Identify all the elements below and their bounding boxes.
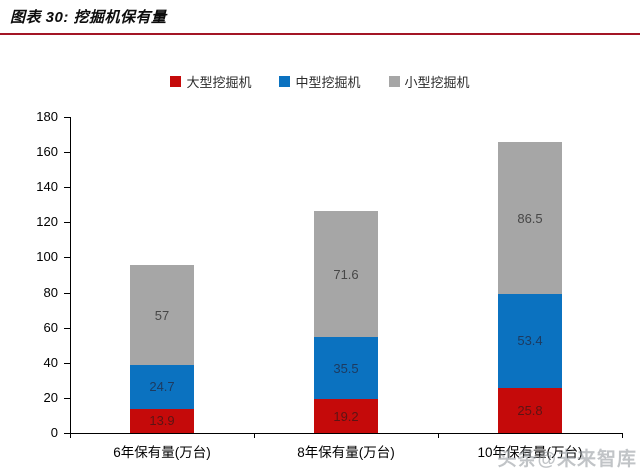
bar-segment: 86.5	[498, 142, 562, 294]
x-axis-category-label: 6年保有量(万台)	[113, 445, 211, 460]
y-axis-tick	[64, 187, 70, 189]
bar-segment-value-label: 25.8	[517, 402, 543, 418]
figure-title: 图表 30: 挖掘机保有量	[10, 9, 167, 26]
y-axis-tick	[64, 292, 70, 294]
y-axis-tick	[64, 117, 70, 118]
bar-segment: 25.8	[498, 387, 562, 433]
bar-segment: 35.5	[314, 336, 378, 400]
y-axis-tick-label: 20	[43, 389, 58, 405]
x-axis-tick	[70, 433, 71, 438]
watermark: 头条@未来智库	[497, 449, 637, 470]
x-axis-tick	[254, 433, 255, 438]
bar-segment-value-label: 86.5	[517, 210, 543, 226]
bar-segment: 24.7	[130, 365, 194, 409]
bar-segment: 57	[130, 265, 194, 366]
legend-swatch	[170, 76, 182, 87]
y-axis-tick-label: 120	[36, 214, 58, 230]
y-axis	[70, 117, 71, 433]
bar-segment-value-label: 35.5	[333, 360, 359, 376]
y-axis-tick-label: 160	[36, 144, 58, 160]
legend-item: 大型挖掘机	[170, 72, 251, 91]
y-axis-tick	[64, 397, 70, 399]
y-axis-tick-label: 180	[36, 109, 58, 124]
bar-segment-value-label: 57	[154, 307, 170, 323]
y-axis-tick-label: 140	[36, 179, 58, 195]
x-axis	[70, 433, 622, 434]
bar-segment-value-label: 53.4	[517, 333, 543, 349]
y-axis-tick	[64, 362, 70, 364]
legend-label: 中型挖掘机	[295, 75, 361, 90]
legend-swatch	[279, 76, 291, 87]
y-axis-tick	[64, 152, 70, 154]
x-axis-tick	[438, 433, 439, 438]
y-axis-tick	[64, 222, 70, 224]
legend-swatch	[388, 76, 400, 87]
y-axis-tick	[64, 257, 70, 259]
bar-segment-value-label: 13.9	[149, 413, 175, 429]
figure-header: 图表 30: 挖掘机保有量	[0, 0, 640, 35]
bar-segment: 13.9	[130, 408, 194, 433]
x-axis-tick	[622, 433, 623, 438]
y-axis-tick-label: 80	[43, 284, 58, 300]
legend-label: 小型挖掘机	[404, 75, 470, 90]
y-axis-tick	[64, 327, 70, 329]
y-axis-tick-label: 40	[43, 354, 58, 370]
chart-legend: 大型挖掘机 中型挖掘机 小型挖掘机	[0, 72, 640, 91]
y-axis-tick-label: 60	[43, 319, 58, 335]
legend-item: 中型挖掘机	[279, 72, 361, 91]
y-axis-tick-label: 0	[50, 425, 58, 440]
bar-segment: 71.6	[314, 211, 378, 337]
x-axis-category-label: 8年保有量(万台)	[297, 445, 395, 460]
x-axis-category-label: 10年保有量(万台)	[477, 445, 583, 460]
legend-item: 小型挖掘机	[388, 72, 470, 91]
bar-segment-value-label: 24.7	[149, 379, 175, 395]
y-axis-tick	[64, 433, 70, 434]
bar-segment: 19.2	[314, 399, 378, 433]
y-axis-tick-label: 100	[36, 249, 58, 265]
legend-label: 大型挖掘机	[186, 75, 252, 90]
bar-segment-value-label: 71.6	[333, 266, 359, 282]
bar-segment: 53.4	[498, 293, 562, 388]
bar-segment-value-label: 19.2	[333, 408, 359, 424]
